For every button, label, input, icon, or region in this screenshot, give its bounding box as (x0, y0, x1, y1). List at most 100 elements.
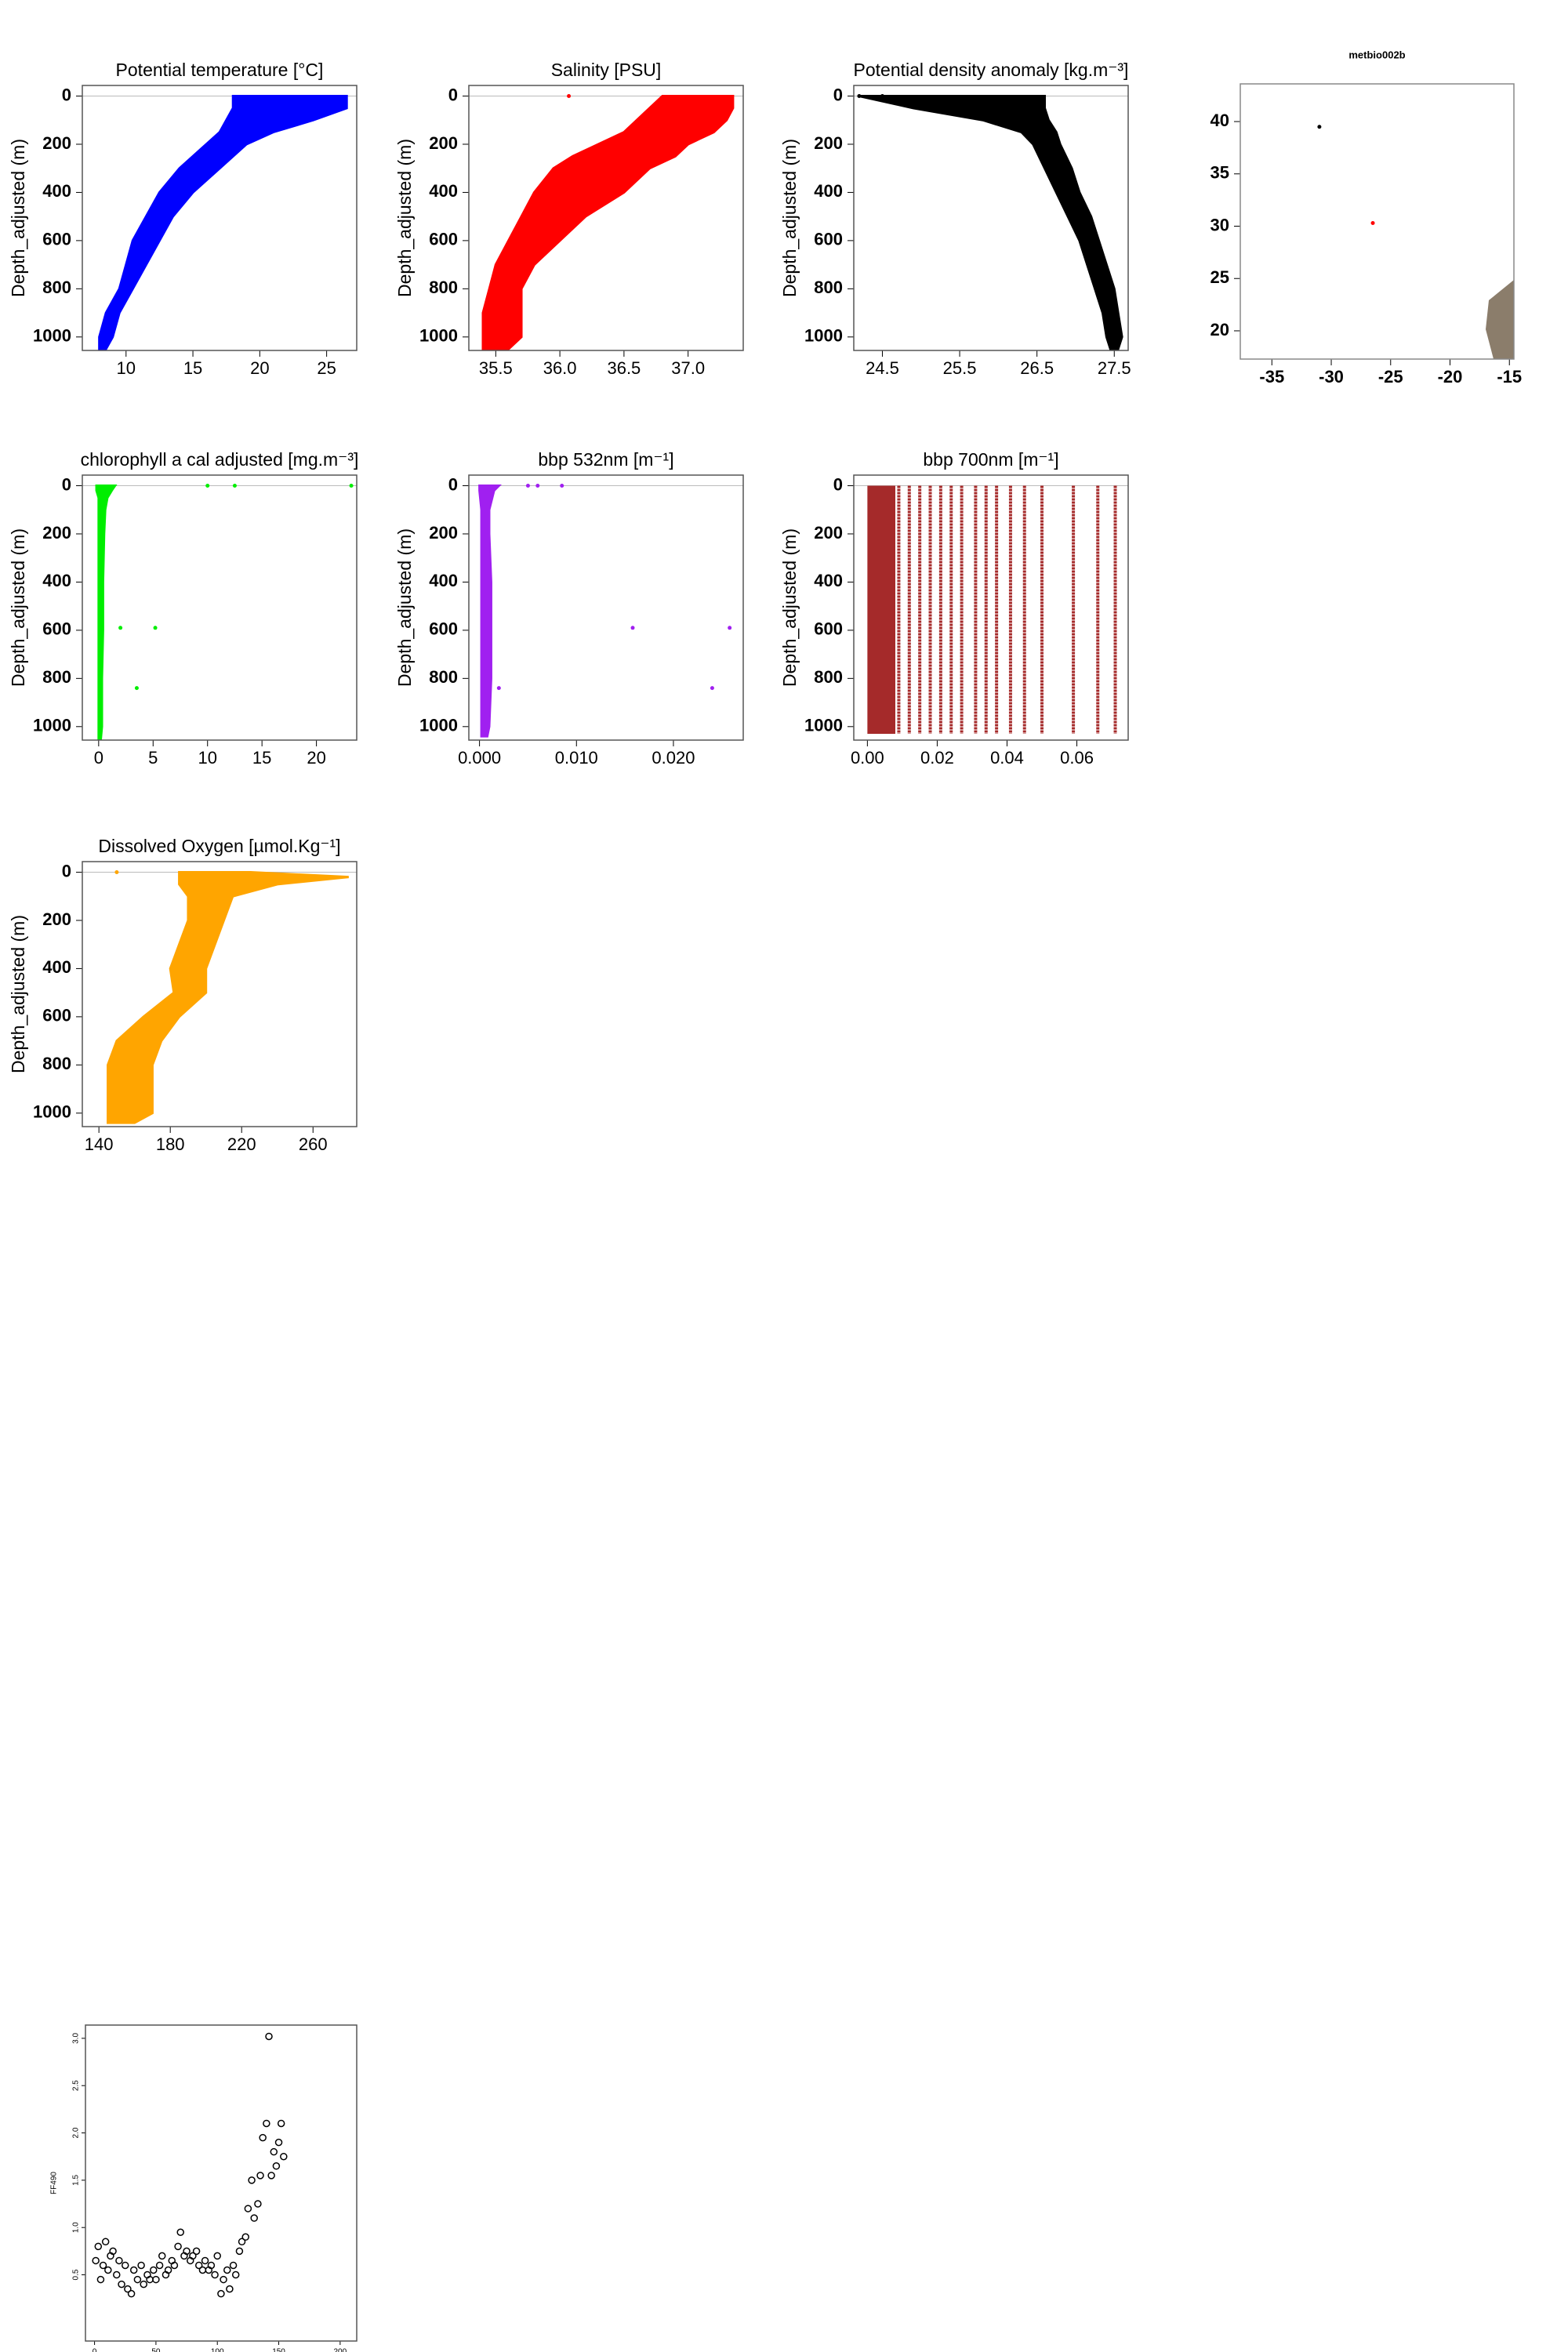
outlier (880, 94, 884, 99)
y-tick-label: 1.0 (72, 2222, 81, 2233)
point (226, 2285, 234, 2293)
point (254, 2200, 262, 2208)
y-tick-label: 1000 (804, 326, 843, 346)
profile-envelope (95, 485, 118, 740)
point (150, 2266, 158, 2274)
point (198, 2266, 207, 2274)
x-tick-label: -30 (1319, 367, 1344, 387)
y-tick-label: 600 (814, 230, 843, 249)
x-tick-label: -35 (1259, 367, 1284, 387)
point (267, 2172, 275, 2180)
profile-envelope (98, 95, 348, 350)
point (231, 2270, 240, 2279)
point (101, 2238, 110, 2246)
x-tick-label: 200 (334, 2348, 347, 2352)
profile-envelope (107, 871, 349, 1124)
y-axis-label: Depth_adjusted (m) (394, 528, 415, 687)
point (207, 2261, 216, 2270)
x-tick-label: 26.5 (1020, 358, 1054, 378)
y-tick-label: 800 (42, 667, 71, 687)
point (92, 2256, 100, 2265)
y-tick-label: 800 (42, 1054, 71, 1073)
point (220, 2275, 227, 2284)
point (211, 2270, 219, 2279)
point (99, 2261, 107, 2270)
outlier (728, 626, 732, 630)
x-tick-label: 50 (151, 2348, 161, 2352)
point (189, 2252, 197, 2260)
point (272, 2162, 281, 2170)
x-tick-label: 260 (299, 1134, 328, 1154)
point (265, 2032, 273, 2041)
x-tick-label: 180 (156, 1134, 185, 1154)
y-tick-label: 3.0 (72, 2033, 81, 2044)
y-tick-label: 2.0 (72, 2127, 81, 2138)
point (127, 2289, 136, 2298)
x-tick-label: 20 (250, 358, 269, 378)
outlier (525, 484, 530, 488)
y-tick-label: 400 (42, 957, 71, 977)
point (250, 2214, 258, 2222)
land (1486, 280, 1514, 359)
y-tick-label: 600 (429, 619, 458, 639)
y-tick-label: 0 (62, 861, 71, 880)
point (133, 2275, 142, 2284)
outlier (535, 484, 540, 488)
outlier (710, 686, 714, 691)
y-axis-label: Depth_adjusted (m) (779, 528, 800, 687)
plot-frame (853, 474, 1129, 741)
x-tick-label: 220 (227, 1134, 256, 1154)
outlier (560, 484, 564, 488)
profile-band (867, 485, 895, 735)
outlier (153, 626, 158, 630)
y-tick-label: 600 (42, 619, 71, 639)
y-tick-label: 1000 (804, 716, 843, 735)
x-tick-label: 140 (85, 1134, 114, 1154)
x-tick-label: 0.00 (851, 748, 884, 768)
point (152, 2275, 160, 2284)
y-tick-label: 1000 (33, 716, 71, 735)
point (183, 2247, 191, 2256)
x-tick-label: 24.5 (866, 358, 899, 378)
x-tick-label: 10 (117, 358, 136, 378)
outlier (205, 484, 210, 488)
x-tick-label: 0 (94, 748, 103, 768)
x-tick-label: 25.5 (943, 358, 977, 378)
y-tick-label: 400 (429, 181, 458, 201)
outlier (232, 484, 237, 488)
plot-frame (468, 474, 744, 741)
outlier (567, 94, 572, 99)
y-tick-label: 0.5 (72, 2269, 81, 2280)
y-tick-label: 200 (814, 133, 843, 153)
point (259, 2133, 267, 2142)
profile-envelope (858, 95, 1123, 350)
y-tick-label: 200 (429, 523, 458, 543)
x-tick-label: 36.0 (543, 358, 577, 378)
point (241, 2233, 249, 2241)
point (176, 2228, 184, 2236)
x-tick-label: 0.000 (458, 748, 501, 768)
x-tick-label: -20 (1438, 367, 1463, 387)
x-tick-label: 20 (307, 748, 325, 768)
x-tick-label: 37.0 (671, 358, 705, 378)
point (229, 2261, 238, 2270)
x-tick-label: 0.010 (555, 748, 598, 768)
y-axis-label: Depth_adjusted (m) (394, 139, 415, 297)
y-tick-label: 200 (42, 909, 71, 929)
y-tick-label: 600 (814, 619, 843, 639)
x-tick-label: 15 (183, 358, 202, 378)
x-tick-label: 0.020 (652, 748, 695, 768)
point (277, 2119, 285, 2128)
point (140, 2280, 147, 2288)
point (217, 2289, 225, 2298)
x-tick-label: 5 (148, 748, 158, 768)
y-tick-label: 800 (814, 667, 843, 687)
profile-envelope (481, 95, 735, 350)
y-tick-label: 0 (833, 85, 843, 104)
y-tick-label: 200 (429, 133, 458, 153)
profile-envelope (478, 485, 502, 738)
outlier (118, 626, 123, 630)
y-tick-label: 0 (448, 85, 458, 104)
point (244, 2205, 252, 2212)
y-tick-label: 400 (429, 571, 458, 590)
